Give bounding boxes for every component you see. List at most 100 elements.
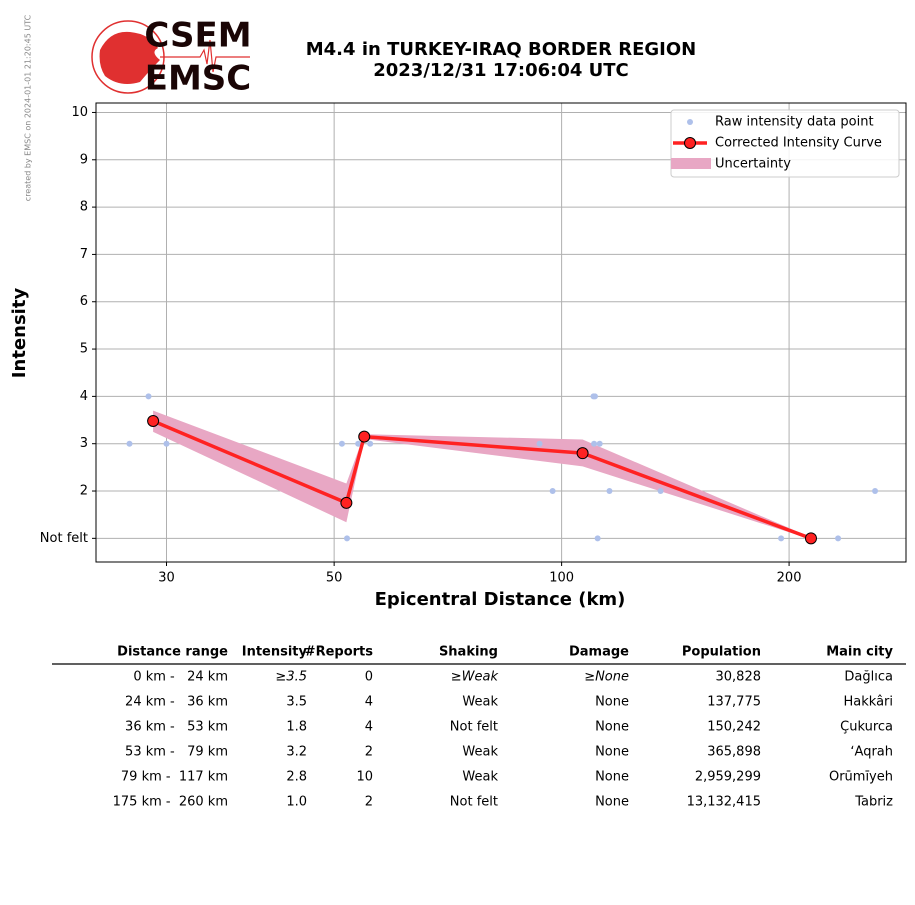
table-header: #Reports: [305, 645, 374, 660]
x-axis-label: Epicentral Distance (km): [375, 589, 626, 610]
legend-box: [670, 109, 900, 178]
raw-point: [338, 440, 345, 447]
table-cell: None: [595, 720, 629, 735]
table-cell: Weak: [462, 770, 498, 785]
legend-swatch: [684, 137, 696, 149]
chart-title: M4.4 in TURKEY-IRAQ BORDER REGION: [306, 39, 696, 60]
y-tick-label: 3: [80, 436, 88, 451]
table-cell: 13,132,415: [687, 795, 761, 810]
curve-point: [576, 447, 589, 460]
y-tick-label: 9: [80, 152, 88, 167]
x-tick-label: 30: [158, 571, 175, 586]
table-cell: 30,828: [716, 670, 762, 685]
table-cell: Not felt: [450, 795, 498, 810]
table-cell: Orūmīyeh: [829, 770, 893, 785]
legend-label: Corrected Intensity Curve: [715, 136, 882, 151]
y-tick-label: 2: [80, 484, 88, 499]
raw-point: [594, 535, 601, 542]
table-cell: Çukurca: [840, 720, 893, 735]
raw-point: [591, 440, 598, 447]
table-cell: 1.8: [286, 720, 307, 735]
table-cell: 4: [365, 720, 373, 735]
y-tick-label: 7: [80, 247, 88, 262]
table-header: Damage: [569, 645, 629, 660]
y-tick-label: 8: [80, 200, 88, 215]
plot-frame: [95, 102, 907, 563]
table-cell: ≥3.5: [275, 670, 307, 685]
table-cell: Not felt: [450, 720, 498, 735]
table-cell: 36 km - 53 km: [125, 720, 228, 735]
y-tick-label: 10: [71, 105, 88, 120]
table-header: Distance range: [117, 645, 228, 660]
table-cell: 53 km - 79 km: [125, 745, 228, 760]
x-tick-label: 50: [326, 571, 343, 586]
table-cell: ≥None: [584, 670, 629, 685]
table-cell: 365,898: [707, 745, 761, 760]
credit: created by EMSC on 2024-01-01 21:20:45 U…: [24, 14, 33, 201]
table-cell: Tabriz: [854, 795, 893, 810]
table-header: Intensity: [242, 645, 308, 660]
table-cell: ʻAqrah: [850, 745, 893, 760]
raw-point: [872, 488, 879, 495]
y-tick-label: 5: [80, 342, 88, 357]
table-cell: ≥Weak: [451, 670, 499, 685]
table-cell: 3.5: [286, 695, 307, 710]
table-header: Main city: [826, 645, 893, 660]
logo: CSEM EMSC: [91, 16, 252, 99]
raw-point: [835, 535, 842, 542]
table-cell: Hakkâri: [844, 695, 894, 710]
logo-map: [99, 31, 160, 84]
uncertainty-band: [153, 410, 811, 540]
table-cell: 137,775: [707, 695, 761, 710]
raw-point: [596, 440, 603, 447]
table-cell: 24 km - 36 km: [125, 695, 228, 710]
raw-point: [355, 440, 362, 447]
table-cell: Weak: [462, 695, 498, 710]
curve-point: [358, 430, 371, 443]
table-header: Population: [682, 645, 761, 660]
x-tick-label: 100: [549, 571, 574, 586]
table-cell: None: [595, 745, 629, 760]
raw-point: [367, 440, 374, 447]
table-cell: 0 km - 24 km: [133, 670, 228, 685]
y-axis-label: Intensity: [9, 288, 30, 379]
curve-point: [147, 414, 160, 427]
raw-point: [163, 440, 170, 447]
table-cell: 3.2: [286, 745, 307, 760]
raw-point: [145, 393, 152, 400]
raw-point: [344, 535, 351, 542]
table-cell: 175 km - 260 km: [113, 795, 228, 810]
table-cell: 150,242: [707, 720, 761, 735]
table-cell: 79 km - 117 km: [121, 770, 228, 785]
table-cell: 2: [365, 795, 373, 810]
x-tick-label: 200: [777, 571, 802, 586]
y-tick-label: 6: [80, 294, 88, 309]
chart-title: 2023/12/31 17:06:04 UTC: [373, 60, 629, 81]
table-cell: 4: [365, 695, 373, 710]
raw-point: [606, 488, 613, 495]
table-cell: 1.0: [286, 795, 307, 810]
table-cell: 10: [356, 770, 373, 785]
table-cell: Weak: [462, 745, 498, 760]
table-cell: 2: [365, 745, 373, 760]
table-cell: Dağlıca: [844, 670, 893, 685]
raw-point: [657, 488, 664, 495]
table-cell: None: [595, 770, 629, 785]
legend-swatch: [687, 119, 693, 125]
y-tick-label: Not felt: [40, 531, 88, 546]
table-cell: None: [595, 695, 629, 710]
table-cell: 0: [365, 670, 373, 685]
table-cell: 2.8: [286, 770, 307, 785]
raw-point: [549, 488, 556, 495]
raw-point: [536, 440, 543, 447]
logo-text: EMSC: [145, 59, 252, 99]
table-header: Shaking: [439, 645, 498, 660]
curve-point: [804, 532, 817, 545]
legend-label: Raw intensity data point: [715, 115, 874, 130]
table-cell: 2,959,299: [695, 770, 761, 785]
curve-point: [340, 496, 353, 509]
logo-wave: [160, 39, 250, 73]
raw-point: [126, 440, 133, 447]
raw-point: [778, 535, 785, 542]
